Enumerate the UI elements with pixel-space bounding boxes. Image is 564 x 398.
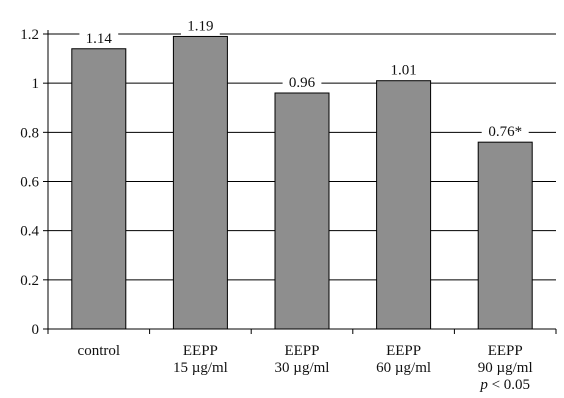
bar	[71, 48, 127, 330]
bar	[172, 35, 228, 330]
bar	[376, 80, 432, 330]
axes	[43, 30, 557, 334]
y-tick-label: 0.8	[20, 125, 39, 141]
data-label: 1.19	[187, 18, 213, 34]
x-category-label: p < 0.05	[479, 377, 530, 393]
data-label: 1.01	[390, 63, 416, 79]
y-tick-label: 0.6	[20, 175, 39, 191]
x-category-label: 90 µg/ml	[478, 360, 533, 376]
x-category-label: control	[78, 343, 121, 359]
y-tick-label: 0.4	[20, 224, 39, 240]
x-category-label: 30 µg/ml	[275, 360, 330, 376]
x-category-label: EEPP	[386, 343, 421, 359]
y-tick-label: 1	[32, 76, 40, 92]
x-category-label: 15 µg/ml	[173, 360, 228, 376]
x-category-label: EEPP	[183, 343, 218, 359]
y-tick-label: 0.2	[20, 273, 39, 289]
bar	[274, 92, 330, 330]
y-tick-label: 0	[32, 322, 40, 338]
y-tick-label: 1.2	[20, 27, 39, 43]
x-category-label: 60 µg/ml	[376, 360, 431, 376]
data-label: 0.96	[289, 75, 316, 91]
bar	[477, 141, 533, 330]
data-label: 0.76*	[488, 124, 522, 140]
x-category-label: EEPP	[488, 343, 523, 359]
x-category-label: EEPP	[284, 343, 319, 359]
data-label: 1.14	[86, 31, 113, 47]
